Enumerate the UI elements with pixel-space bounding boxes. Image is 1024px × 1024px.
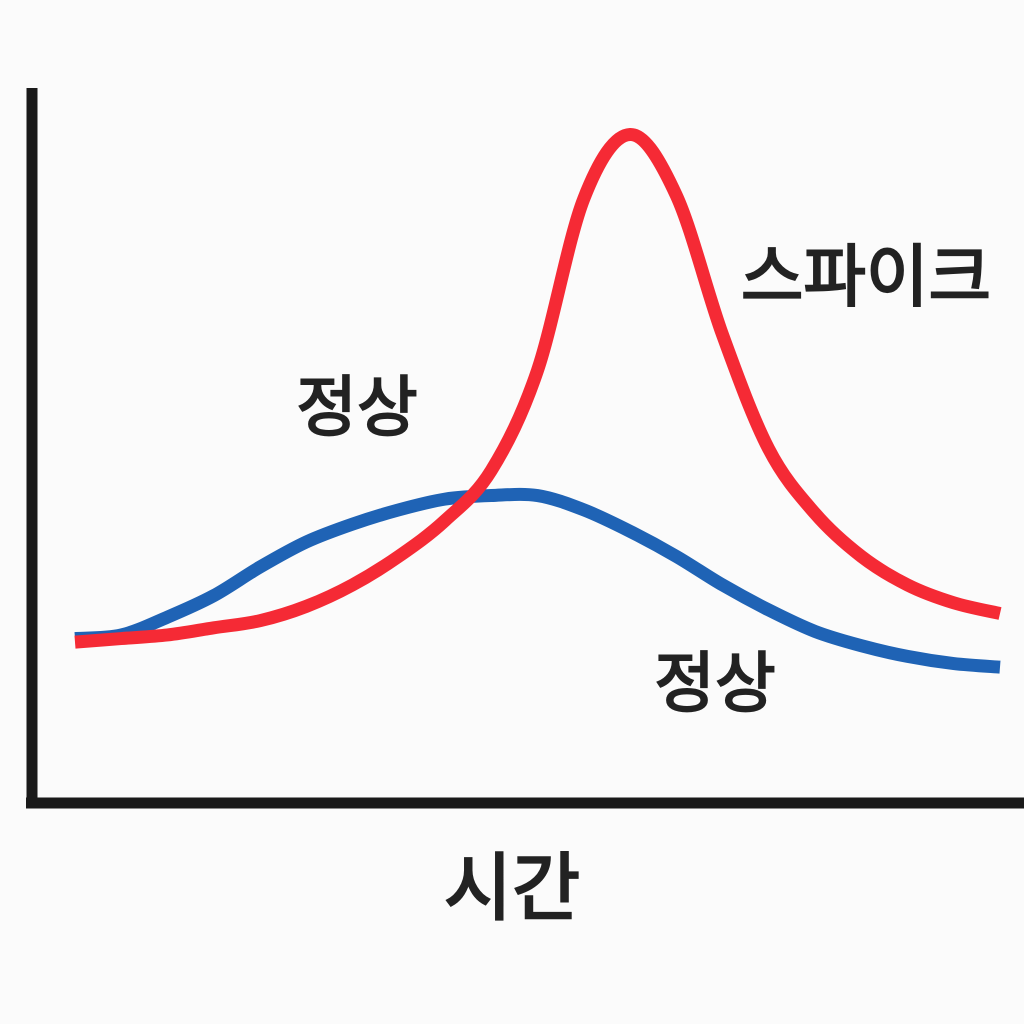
line [74, 487, 1001, 674]
x-axis-label: 시간 [444, 846, 580, 932]
annotation: 정상 [654, 645, 775, 722]
annotation: 스파이크 [741, 239, 991, 318]
line [74, 127, 1002, 649]
annotation: 정상 [296, 369, 417, 446]
